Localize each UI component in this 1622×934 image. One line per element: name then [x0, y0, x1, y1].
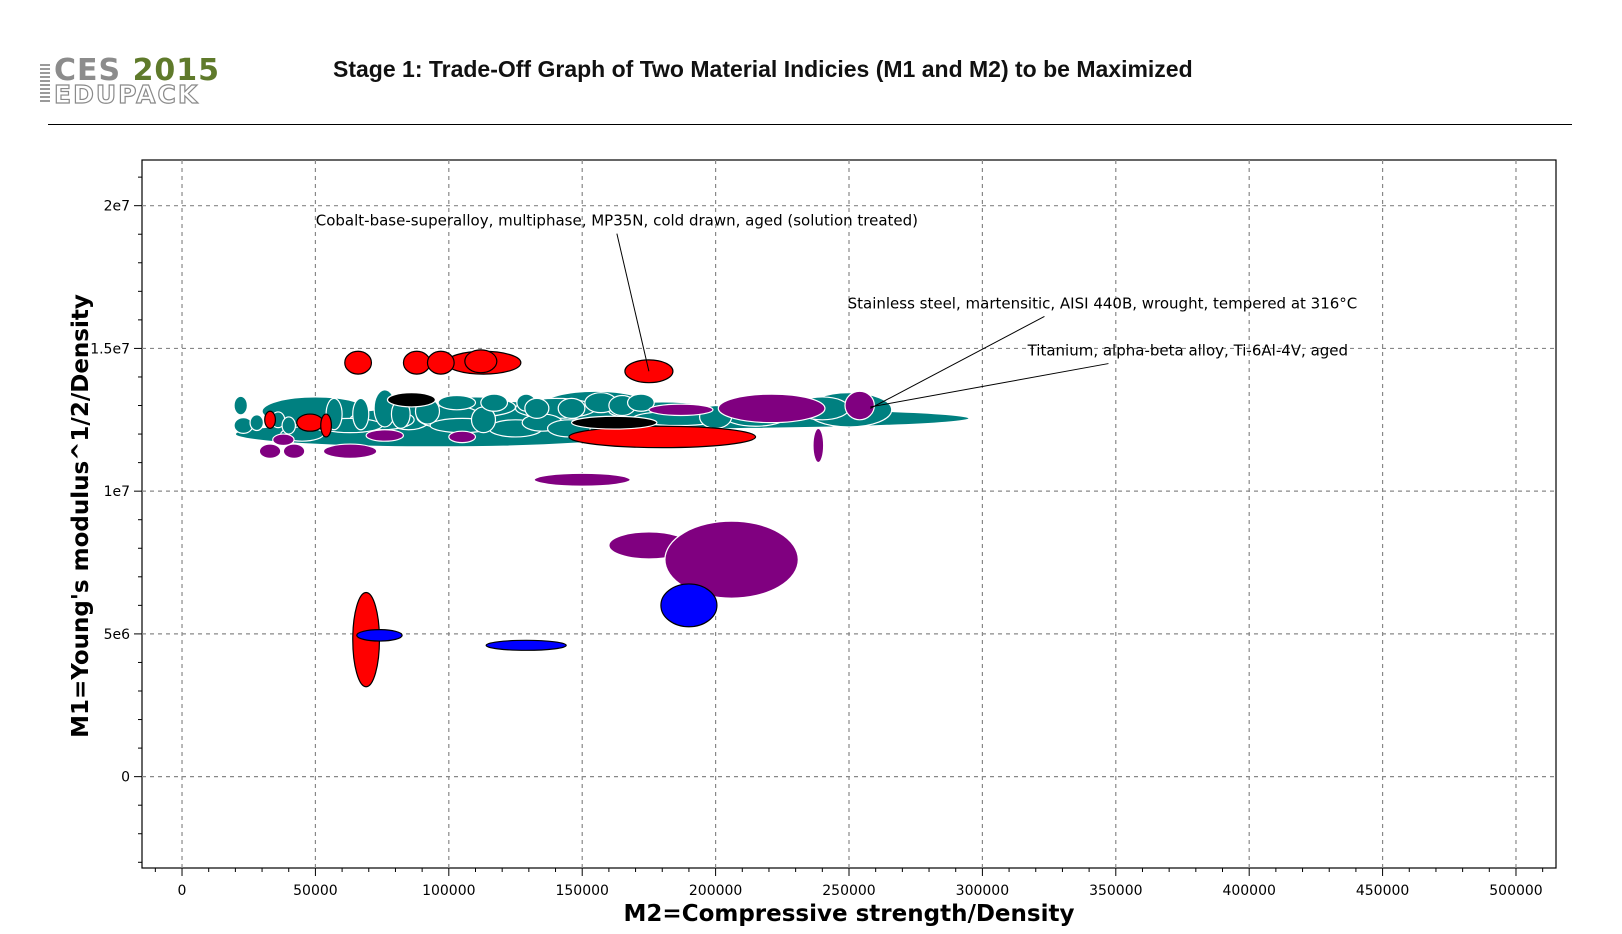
material-bubble-red [296, 413, 325, 432]
x-tick-label: 300000 [956, 883, 1009, 899]
y-tick-label: 2e7 [104, 199, 130, 215]
material-bubble-teal [352, 397, 370, 431]
material-bubble-red [264, 410, 276, 429]
material-bubble-teal [557, 397, 586, 419]
material-bubble-teal [249, 414, 264, 432]
material-bubble-blue [356, 629, 403, 642]
annotation-label: Titanium, alpha-beta alloy, Ti-6Al-4V, a… [1027, 342, 1348, 360]
material-bubble-purple [533, 472, 631, 487]
material-bubble-teal [524, 397, 550, 419]
y-tick-label: 0 [121, 770, 130, 786]
material-bubble-red [402, 350, 431, 375]
x-axis-label: M2=Compressive strength/Density [624, 901, 1075, 927]
material-bubble-red [344, 350, 373, 375]
y-axis-label: M1=Young's modulus^1/2/Density [68, 294, 94, 738]
material-bubble-purple [322, 443, 378, 459]
material-bubble-teal [480, 393, 509, 412]
material-bubble-purple [282, 443, 306, 459]
ces-edupack-logo: CES 2015 EDUPACK [40, 56, 238, 110]
material-bubble-purple [258, 443, 282, 459]
logo-side-mark [40, 64, 50, 104]
x-tick-label: 100000 [422, 883, 475, 899]
annotation-leader [870, 316, 1045, 409]
header-divider [48, 124, 1572, 125]
y-tick-label: 1e7 [104, 484, 130, 500]
x-tick-label: 450000 [1356, 883, 1409, 899]
y-tick-label: 5e6 [104, 627, 131, 643]
x-tick-label: 500000 [1489, 883, 1542, 899]
material-bubble-teal [233, 395, 248, 416]
logo-sub-text: EDUPACK [53, 80, 200, 109]
material-bubble-red [568, 425, 757, 449]
material-bubble-teal [437, 394, 477, 411]
material-bubble-blue [485, 639, 567, 651]
material-bubble-teal [281, 416, 297, 435]
material-bubble-purple [365, 429, 405, 442]
material-bubble-teal [626, 393, 655, 412]
x-tick-label: 400000 [1222, 883, 1275, 899]
material-bubble-purple [272, 433, 295, 447]
material-bubble-blue [660, 583, 718, 628]
x-tick-label: 200000 [689, 883, 742, 899]
material-bubble-purple [717, 393, 826, 424]
page-title: Stage 1: Trade-Off Graph of Two Material… [333, 56, 1193, 82]
logo-year: 2015 [132, 53, 221, 88]
logo-ces: CES [54, 53, 133, 88]
annotations: Cobalt-base-superalloy, multiphase, MP35… [316, 212, 1358, 409]
material-bubble-purple [648, 403, 714, 417]
logo-main-text: CES 2015 [54, 56, 220, 86]
material-bubble-purple [664, 520, 799, 599]
x-tick-label: 250000 [822, 883, 875, 899]
material-bubble-red [426, 350, 455, 375]
x-tick-label: 50000 [293, 883, 338, 899]
annotation-label: Stainless steel, martensitic, AISI 440B,… [848, 294, 1358, 312]
y-tick-label: 1.5e7 [90, 341, 130, 357]
x-tick-label: 0 [178, 883, 187, 899]
x-tick-label: 350000 [1089, 883, 1142, 899]
annotation-leader [616, 233, 650, 372]
material-bubble-black [570, 415, 658, 430]
material-bubble-red [320, 413, 333, 438]
data-marks [233, 349, 970, 688]
annotation-leader [870, 363, 1109, 408]
material-bubble-purple [844, 390, 875, 421]
material-bubble-black [386, 392, 437, 408]
annotation-label: Cobalt-base-superalloy, multiphase, MP35… [316, 212, 918, 230]
material-bubble-red [464, 349, 498, 374]
material-bubble-purple [448, 430, 477, 444]
axis-ticks: 0 50000 100000 150000 200000 250000 300000 3500… [90, 176, 1544, 899]
material-bubble-purple [812, 427, 825, 464]
x-tick-label: 150000 [555, 883, 608, 899]
